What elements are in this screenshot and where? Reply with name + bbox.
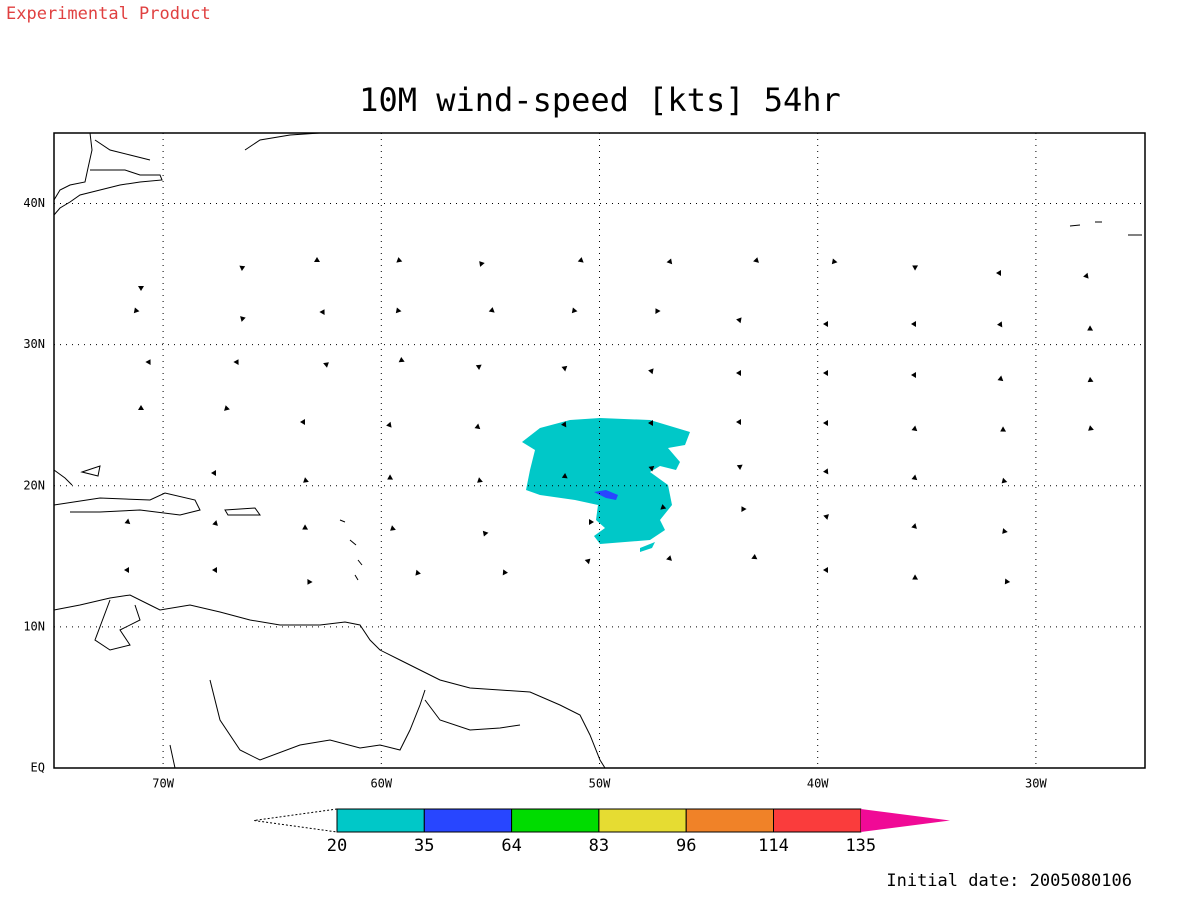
colorbar-label: 83 [589,836,609,856]
shade-20 [522,418,690,552]
footer: Initial date: 2005080106 [886,871,1132,891]
colorbar-label: 135 [845,836,876,856]
lon-tick-label: 70W [152,777,174,791]
colorbar-high-end [860,809,950,832]
colorbar-segment [336,808,425,833]
colorbar-low-end [253,808,338,833]
colorbar-label: 64 [501,836,521,856]
lat-tick-label: 30N [23,337,45,351]
lon-tick-label: 40W [807,777,829,791]
colorbar-segment [423,808,513,833]
lon-tick-label: 50W [589,777,611,791]
note: Experimental Product [6,4,211,24]
colorbar-segment [511,808,600,833]
colorbar-segment [773,808,862,833]
shade-35 [594,490,618,500]
colorbar-label: 114 [758,836,789,856]
lat-tick-label: 20N [23,478,45,492]
colorbar-segment [598,808,687,833]
lon-tick-label: 60W [370,777,392,791]
lat-tick-label: EQ [31,761,45,775]
wind-shading [522,418,690,552]
lat-tick-label: 10N [23,619,45,633]
colorbar-label: 35 [414,836,434,856]
coastlines [53,132,1142,769]
lon-tick-label: 30W [1025,777,1047,791]
colorbar-label: 96 [676,836,696,856]
colorbar-label: 20 [327,836,347,856]
title: 10M wind-speed [kts] 54hr [359,81,841,119]
lat-tick-label: 40N [23,196,45,210]
colorbar-segment [685,808,775,833]
